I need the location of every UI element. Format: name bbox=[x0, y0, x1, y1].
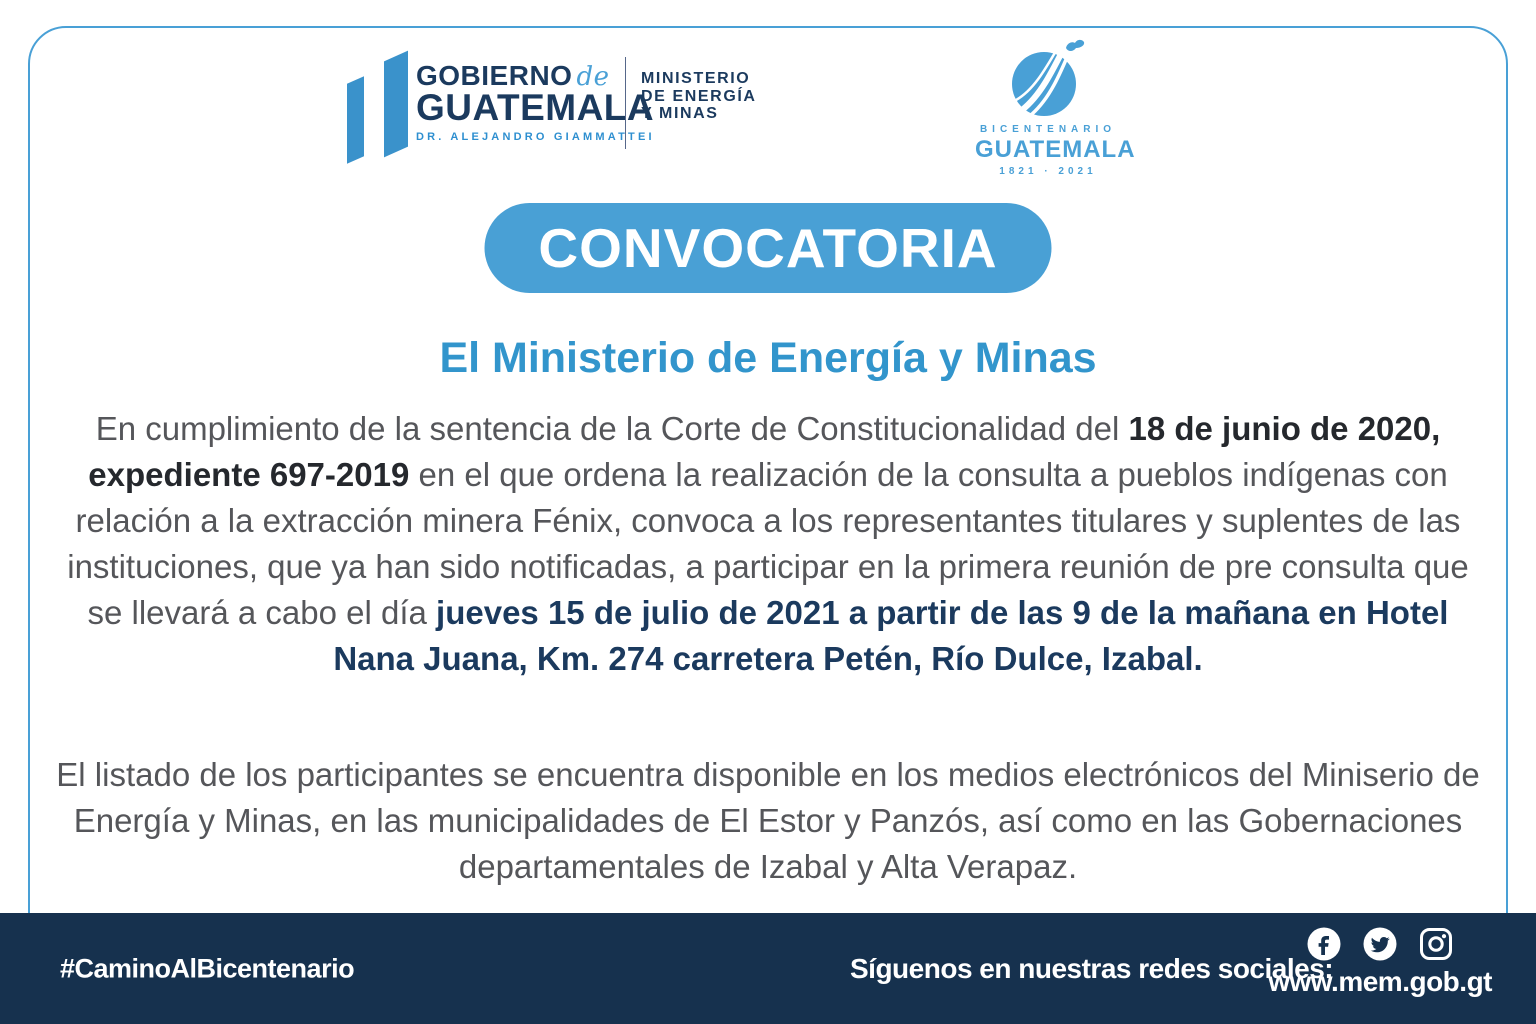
ministry-line-2: DE ENERGÍA bbox=[641, 87, 757, 105]
website-url[interactable]: www.mem.gob.gt bbox=[1268, 966, 1492, 997]
paragraph1-segment-date-location: jueves 15 de julio de 2021 a partir de l… bbox=[333, 594, 1449, 677]
government-logo: GOBIERNO de GUATEMALA DR. ALEJANDRO GIAMM… bbox=[344, 44, 655, 174]
facebook-icon[interactable] bbox=[1307, 927, 1341, 961]
government-logo-line1: GOBIERNO de bbox=[416, 60, 655, 92]
body-paragraph-1: En cumplimiento de la sentencia de la Co… bbox=[54, 406, 1482, 682]
social-prompt-label: Síguenos en nuestras redes sociales: bbox=[850, 952, 1334, 984]
paragraph1-segment-normal-2: en el que ordena la realización de la co… bbox=[67, 456, 1469, 631]
convocatoria-banner-label: CONVOCATORIA bbox=[538, 217, 998, 279]
government-bars-icon bbox=[344, 44, 416, 174]
paragraph1-segment-expediente: 18 de junio de 2020, expediente 697-2019 bbox=[88, 410, 1441, 493]
ministry-name: MINISTERIO DE ENERGÍA Y MINAS bbox=[641, 70, 757, 123]
bicentenario-logo: BICENTENARIO GUATEMALA 1821 · 2021 bbox=[975, 38, 1136, 177]
ministry-line-3: Y MINAS bbox=[641, 105, 719, 122]
bicentenario-years-label: 1821 · 2021 bbox=[999, 166, 1097, 177]
footer-bar: #CaminoAlBicentenario Síguenos en nuestr… bbox=[0, 913, 1536, 1024]
president-name-label: DR. ALEJANDRO GIAMMATTEI bbox=[416, 131, 655, 143]
quetzal-bird-icon bbox=[1066, 39, 1085, 51]
bicentenario-label: BICENTENARIO bbox=[979, 124, 1117, 135]
de-script-label: de bbox=[576, 62, 610, 92]
twitter-icon[interactable] bbox=[1363, 927, 1397, 961]
body-paragraph-2: El listado de los participantes se encue… bbox=[56, 756, 1480, 885]
header-divider bbox=[625, 57, 626, 149]
bicentenario-emblem-icon bbox=[1012, 39, 1085, 116]
ministry-line-1: MINISTERIO bbox=[641, 70, 751, 87]
bicentenario-guatemala-label: GUATEMALA bbox=[975, 136, 1136, 163]
convocatoria-banner: CONVOCATORIA bbox=[484, 203, 1052, 293]
paragraph1-segment-normal: En cumplimiento de la sentencia de la Co… bbox=[95, 410, 1129, 447]
page-title: El Ministerio de Energía y Minas bbox=[439, 334, 1097, 382]
instagram-icon[interactable] bbox=[1419, 927, 1453, 961]
hashtag-label: #CaminoAlBicentenario bbox=[60, 953, 355, 983]
gobierno-label: GOBIERNO bbox=[416, 60, 573, 91]
guatemala-label: GUATEMALA bbox=[416, 87, 655, 128]
